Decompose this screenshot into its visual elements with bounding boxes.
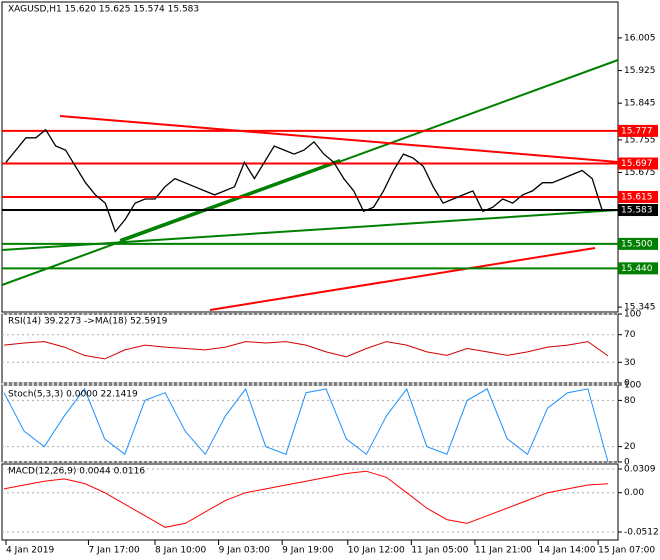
stoch-title: Stoch(5,3,3) 0.0000 22.1419 <box>8 390 138 400</box>
level-box <box>618 237 658 250</box>
series-line <box>3 341 609 360</box>
series-line <box>5 128 603 233</box>
series-line <box>3 387 609 463</box>
symbol-title: XAGUSD,H1 15.620 15.625 15.574 15.583 <box>8 5 199 15</box>
y-tick-label: 15.755 <box>624 135 656 145</box>
x-tick-label: 9 Jan 19:00 <box>282 546 334 556</box>
y-tick-label: 16.005 <box>624 33 656 43</box>
y-tick-label: 0.0309 <box>624 464 656 474</box>
macd-title: MACD(12,26,9) 0.0044 0.0116 <box>8 467 145 477</box>
main-panel <box>1 1 619 313</box>
y-tick-label: 0 <box>624 379 630 389</box>
y-tick-label: 80 <box>624 396 636 406</box>
y-tick-label: 30 <box>624 358 636 368</box>
y-tick-label: 15.345 <box>624 303 656 313</box>
level-box <box>618 262 658 275</box>
y-tick-label: 70 <box>624 330 636 340</box>
y-tick-label: -0.0512 <box>624 528 659 538</box>
rsi-panel <box>1 313 619 384</box>
x-tick-label: 11 Jan 21:00 <box>475 546 532 556</box>
x-tick-label: 7 Jan 17:00 <box>88 546 140 556</box>
macd-panel <box>1 463 619 541</box>
level-box <box>618 124 658 137</box>
level-label: 15.440 <box>621 264 653 274</box>
level-box <box>618 204 658 217</box>
y-tick-label: 0.00 <box>624 488 644 498</box>
x-tick-label: 10 Jan 12:00 <box>348 546 405 556</box>
level-label: 15.697 <box>621 159 653 169</box>
y-tick-label: 0 <box>624 458 630 468</box>
x-tick-label: 14 Jan 14:00 <box>539 546 596 556</box>
rsi-title: RSI(14) 39.2273 ->MA(18) 52.5919 <box>8 317 168 327</box>
level-label: 15.500 <box>621 239 653 249</box>
stoch-panel <box>1 384 619 463</box>
trend-lines <box>1 59 619 311</box>
level-label: 15.777 <box>621 126 653 136</box>
series-line <box>3 470 609 528</box>
y-tick-label: 20 <box>624 442 636 452</box>
x-tick-label: 8 Jan 10:00 <box>155 546 207 556</box>
x-tick-label: 4 Jan 2019 <box>6 546 54 556</box>
level-label: 15.615 <box>621 192 653 202</box>
level-box <box>618 157 658 170</box>
level-label: 15.583 <box>621 206 653 216</box>
x-tick-label: 15 Jan 07:00 <box>598 546 655 556</box>
y-tick-label: 15.845 <box>624 99 656 109</box>
y-tick-label: 15.675 <box>624 168 656 178</box>
x-tick-label: 11 Jan 05:00 <box>411 546 468 556</box>
x-tick-label: 9 Jan 03:00 <box>219 546 271 556</box>
level-box <box>618 190 658 203</box>
y-tick-label: 15.925 <box>624 66 656 76</box>
y-tick-label: 100 <box>624 310 641 320</box>
y-tick-label: 100 <box>624 381 641 391</box>
